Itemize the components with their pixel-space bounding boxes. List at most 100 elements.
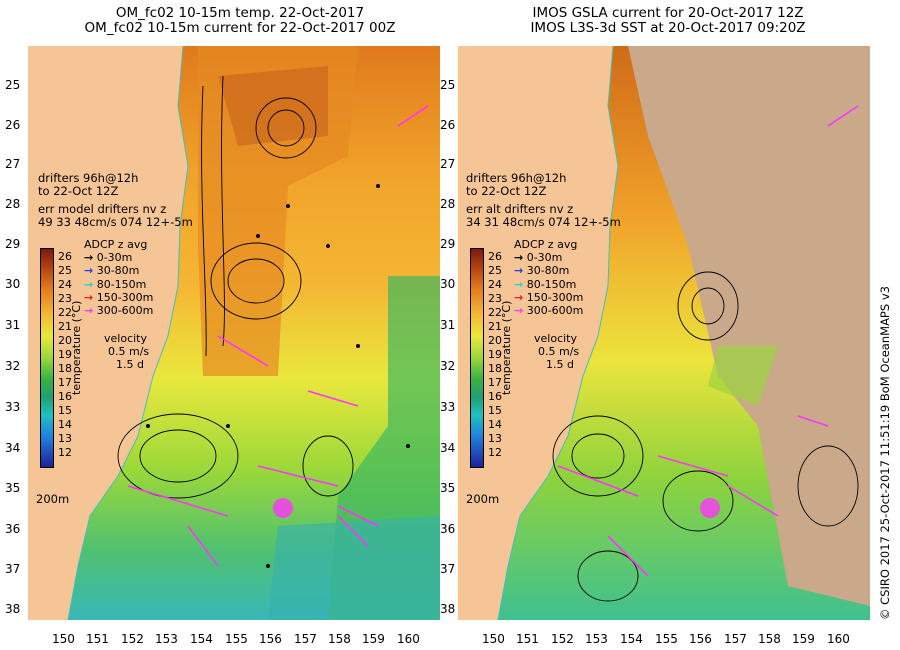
colorbar-tick: 24 — [58, 278, 72, 291]
lat-tick: 35 — [440, 481, 456, 495]
colorbar-tick: 26 — [488, 250, 502, 263]
lat-tick: 34 — [440, 441, 456, 455]
colorbar-tick: 18 — [488, 362, 502, 375]
adcp-legend-item: → 0-30m — [514, 251, 583, 264]
adcp-legend-label: 30-80m — [96, 264, 140, 278]
colorbar-tick: 15 — [488, 404, 502, 417]
left-isobath-label: 200m — [36, 492, 70, 506]
adcp-legend-label: 30-80m — [526, 264, 570, 278]
adcp-legend-item: → 80-150m — [84, 278, 153, 291]
colorbar-tick: 14 — [58, 418, 72, 431]
right-err-line2: 34 31 48cm/s 074 12+-5m — [466, 215, 621, 229]
colorbar-tick: 25 — [58, 264, 72, 277]
arrow-icon: → — [514, 277, 524, 291]
adcp-legend-item: → 30-80m — [514, 264, 583, 277]
adcp-legend-title: ADCP z avg — [514, 238, 578, 251]
colorbar-tick: 19 — [488, 348, 502, 361]
lat-tick: 35 — [5, 481, 21, 495]
colorbar-tick: 21 — [58, 320, 72, 333]
lon-tick: 158 — [328, 632, 351, 646]
lat-tick: 25 — [440, 78, 456, 92]
lon-tick: 151 — [516, 632, 539, 646]
lat-tick: 29 — [440, 237, 456, 251]
lat-tick: 31 — [5, 318, 21, 332]
colorbar-tick: 13 — [58, 432, 72, 445]
lat-tick: 26 — [440, 118, 456, 132]
lon-tick: 154 — [620, 632, 643, 646]
left-err-line2: 49 33 48cm/s 074 12+-5m — [38, 215, 193, 229]
right-colorbar — [470, 248, 484, 468]
right-error-stats: err alt drifters nv z 34 31 48cm/s 074 1… — [466, 203, 621, 229]
lat-tick: 32 — [440, 359, 456, 373]
colorbar-tick: 12 — [58, 446, 72, 459]
adcp-legend-item: → 80-150m — [514, 278, 583, 291]
right-map[interactable] — [458, 46, 870, 620]
adcp-legend-item: → 150-300m — [84, 291, 153, 304]
colorbar-tick: 24 — [488, 278, 502, 291]
colorbar-tick: 12 — [488, 446, 502, 459]
lon-tick: 150 — [52, 632, 75, 646]
lon-tick: 159 — [792, 632, 815, 646]
left-map[interactable] — [28, 46, 440, 620]
lat-tick: 28 — [440, 197, 456, 211]
lat-tick: 38 — [440, 602, 456, 616]
lat-tick: 37 — [5, 562, 21, 576]
left-drifters-line2: to 22-Oct 12Z — [38, 184, 119, 198]
lat-tick: 27 — [5, 157, 21, 171]
right-drifters-info: drifters 96h@12h to 22-Oct 12Z — [466, 172, 566, 198]
lon-tick: 150 — [482, 632, 505, 646]
lat-tick: 26 — [5, 118, 21, 132]
lon-tick: 160 — [397, 632, 420, 646]
lat-tick: 25 — [5, 78, 21, 92]
colorbar-tick: 22 — [488, 306, 502, 319]
colorbar-tick: 23 — [488, 292, 502, 305]
lon-tick: 160 — [827, 632, 850, 646]
colorbar-tick: 22 — [58, 306, 72, 319]
lat-tick: 33 — [5, 400, 21, 414]
velocity-scale: 0.5 m/s — [108, 345, 150, 359]
velocity-duration: 1.5 d — [546, 358, 574, 372]
credit: © CSIRO 2017 25-Oct-2017 11:51:19 BoM Oc… — [878, 260, 894, 620]
lat-tick: 34 — [5, 441, 21, 455]
lon-tick: 153 — [585, 632, 608, 646]
arrow-icon: → — [514, 290, 524, 304]
colorbar-tick: 20 — [58, 334, 72, 347]
left-colorbar-title: temperature (°C) — [70, 300, 83, 395]
arrow-icon: → — [84, 251, 94, 265]
arrow-icon: → — [84, 264, 94, 278]
right-title-line2: IMOS L3S-3d SST at 20-Oct-2017 09:20Z — [530, 20, 806, 36]
velocity-title: velocity — [534, 332, 577, 345]
lat-tick: 36 — [5, 522, 21, 536]
right-drifters-line1: drifters 96h@12h — [466, 171, 567, 185]
colorbar-tick: 26 — [58, 250, 72, 263]
colorbar-tick: 23 — [58, 292, 72, 305]
colorbar-tick: 16 — [58, 390, 72, 403]
left-err-line1: err model drifters nv z — [38, 202, 167, 216]
right-err-line1: err alt drifters nv z — [466, 202, 574, 216]
left-drifters-line1: drifters 96h@12h — [38, 171, 139, 185]
left-title-line2: OM_fc02 10-15m current for 22-Oct-2017 0… — [84, 20, 396, 36]
lon-tick: 159 — [362, 632, 385, 646]
adcp-legend-label: 150-300m — [526, 290, 584, 304]
lon-tick: 158 — [758, 632, 781, 646]
lat-tick: 28 — [5, 197, 21, 211]
lon-tick: 156 — [689, 632, 712, 646]
arrow-icon: → — [514, 304, 524, 318]
right-title-line1: IMOS GSLA current for 20-Oct-2017 12Z — [532, 5, 804, 21]
arrow-icon: → — [84, 304, 94, 318]
lon-tick: 155 — [655, 632, 678, 646]
left-adcp-legend: ADCP z avg → 0-30m → 30-80m → 80-150m → … — [84, 238, 153, 317]
adcp-legend-label: 300-600m — [96, 304, 154, 318]
colorbar-tick: 18 — [58, 362, 72, 375]
lat-tick: 37 — [440, 562, 456, 576]
left-velocity-legend: velocity 0.5 m/s 1.5 d — [104, 332, 149, 372]
velocity-duration: 1.5 d — [116, 358, 144, 372]
lat-tick: 29 — [5, 237, 21, 251]
credit-text: © CSIRO 2017 25-Oct-2017 11:51:19 BoM Oc… — [878, 286, 892, 620]
adcp-legend-item: → 0-30m — [84, 251, 153, 264]
colorbar-tick: 25 — [488, 264, 502, 277]
colorbar-tick: 14 — [488, 418, 502, 431]
right-isobath-label: 200m — [466, 492, 500, 506]
adcp-legend-item: → 150-300m — [514, 291, 583, 304]
colorbar-tick: 16 — [488, 390, 502, 403]
